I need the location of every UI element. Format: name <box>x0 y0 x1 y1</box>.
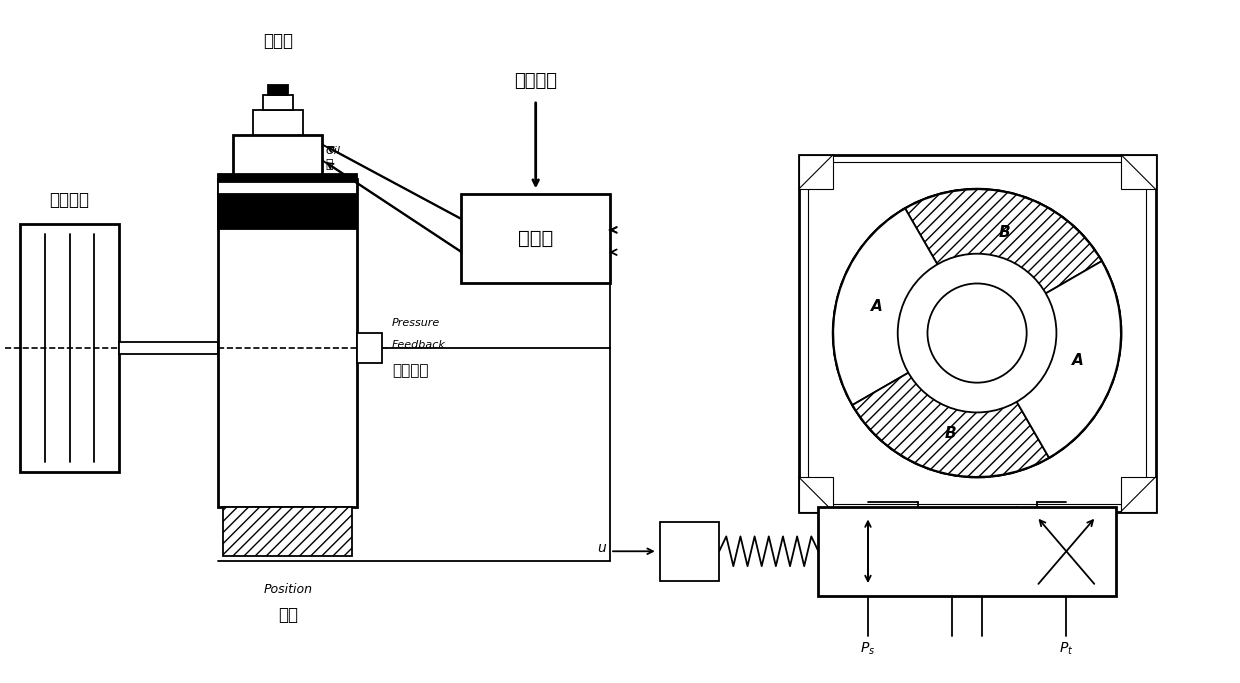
Text: A: A <box>870 298 883 313</box>
Text: B: B <box>998 225 1009 240</box>
Text: $P_t$: $P_t$ <box>1059 641 1074 657</box>
Bar <box>1121 154 1156 189</box>
Bar <box>218 174 357 182</box>
Bar <box>461 194 610 283</box>
Wedge shape <box>905 189 1101 308</box>
Bar <box>233 135 322 174</box>
Bar <box>818 507 1116 596</box>
Text: Pressure: Pressure <box>392 318 440 328</box>
Text: Position: Position <box>263 583 312 596</box>
Wedge shape <box>849 195 963 300</box>
Bar <box>263 95 293 110</box>
Wedge shape <box>991 367 1105 472</box>
Bar <box>218 194 357 229</box>
Circle shape <box>833 189 1121 477</box>
Wedge shape <box>1002 261 1121 458</box>
Bar <box>268 85 288 95</box>
Bar <box>218 180 357 507</box>
Text: 位置: 位置 <box>278 606 298 624</box>
Bar <box>799 154 1156 512</box>
Wedge shape <box>853 358 1049 477</box>
Bar <box>20 224 119 472</box>
Bar <box>253 110 303 135</box>
Text: $Q_1$: $Q_1$ <box>909 514 926 531</box>
Text: $P_s$: $P_s$ <box>861 641 875 657</box>
Text: Oil: Oil <box>325 145 341 156</box>
Bar <box>660 522 719 581</box>
Bar <box>799 154 833 189</box>
Bar <box>357 333 382 363</box>
Text: $Q_2$: $Q_2$ <box>1028 514 1045 531</box>
Bar <box>808 163 1146 503</box>
Text: 位置指令: 位置指令 <box>515 72 557 90</box>
Bar <box>119 342 218 354</box>
Circle shape <box>833 189 1121 477</box>
Text: B: B <box>945 426 956 441</box>
Wedge shape <box>833 208 952 405</box>
Bar <box>799 477 833 512</box>
Text: 压力反馈: 压力反馈 <box>392 363 428 378</box>
Text: 油: 油 <box>325 158 332 171</box>
Text: $u$: $u$ <box>596 542 608 555</box>
Wedge shape <box>833 189 1121 477</box>
Text: 控制器: 控制器 <box>518 229 553 249</box>
Bar <box>223 507 352 556</box>
Circle shape <box>928 283 1027 382</box>
Bar <box>218 180 357 194</box>
Bar <box>1121 477 1156 512</box>
Circle shape <box>898 253 1056 413</box>
Text: A: A <box>1071 352 1084 367</box>
Text: 慧性负载: 慧性负载 <box>50 191 89 209</box>
Text: 伺服阀: 伺服阀 <box>263 32 293 51</box>
Text: Feedback: Feedback <box>392 340 445 350</box>
